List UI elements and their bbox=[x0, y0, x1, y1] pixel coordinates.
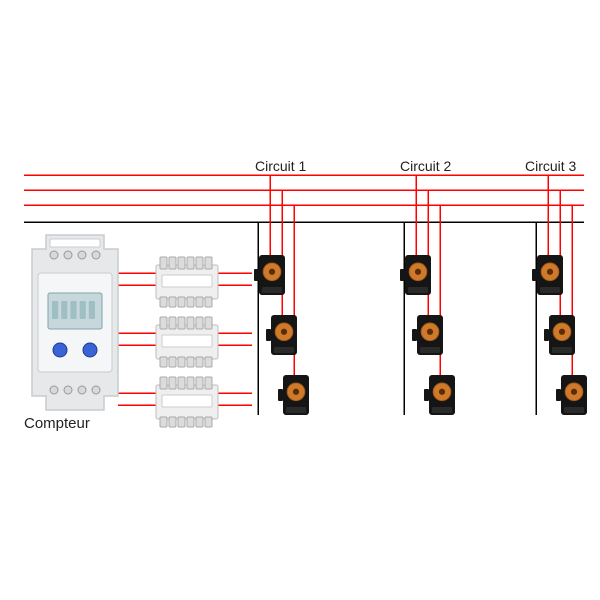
wiring-diagram bbox=[0, 0, 600, 600]
